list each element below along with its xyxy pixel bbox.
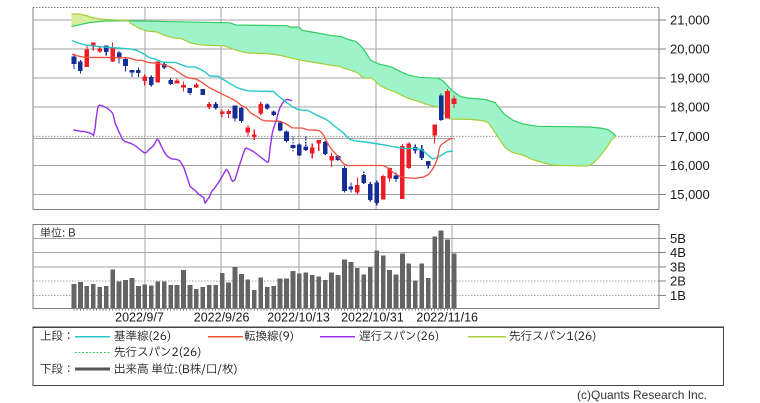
svg-text:3B: 3B xyxy=(670,260,686,275)
svg-text:19,000: 19,000 xyxy=(670,71,710,86)
svg-text:2022/11/16: 2022/11/16 xyxy=(416,311,478,325)
svg-text:21,000: 21,000 xyxy=(670,13,710,28)
svg-text:5B: 5B xyxy=(670,231,686,246)
svg-text:(c)Quants Research Inc.: (c)Quants Research Inc. xyxy=(577,388,707,402)
svg-text:15,000: 15,000 xyxy=(670,187,710,202)
svg-text:2022/10/31: 2022/10/31 xyxy=(341,311,404,325)
svg-text:1B: 1B xyxy=(670,288,686,303)
svg-text:16,000: 16,000 xyxy=(670,158,710,173)
svg-text:2022/9/26: 2022/9/26 xyxy=(194,311,250,325)
svg-text:2022/9/7: 2022/9/7 xyxy=(115,311,164,325)
svg-text:20,000: 20,000 xyxy=(670,42,710,57)
svg-text:18,000: 18,000 xyxy=(670,100,710,115)
svg-text:4B: 4B xyxy=(670,245,686,260)
svg-text:17,000: 17,000 xyxy=(670,129,710,144)
svg-text:2022/10/13: 2022/10/13 xyxy=(267,311,330,325)
svg-text:2B: 2B xyxy=(670,274,686,289)
